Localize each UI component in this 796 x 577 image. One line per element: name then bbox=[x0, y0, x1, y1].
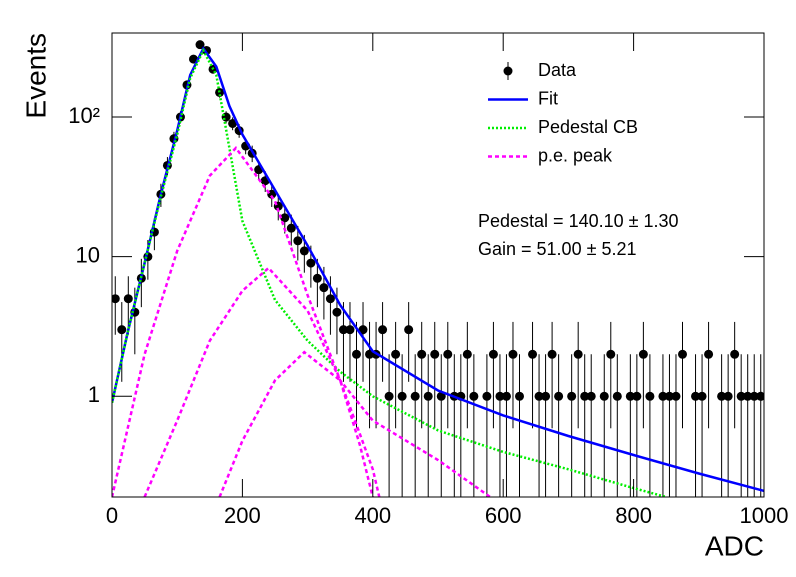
data-point bbox=[352, 349, 361, 359]
legend-marker bbox=[503, 66, 513, 76]
data-point bbox=[338, 325, 348, 335]
data-point bbox=[612, 391, 622, 401]
data-point bbox=[632, 391, 642, 401]
data-point bbox=[417, 349, 427, 359]
y-tick-label: 1 bbox=[88, 382, 100, 407]
data-point bbox=[573, 349, 583, 359]
x-tick-label: 600 bbox=[485, 503, 522, 528]
y-axis-label: Events bbox=[20, 33, 51, 119]
legend-label: Fit bbox=[538, 88, 558, 108]
data-point bbox=[430, 349, 440, 359]
x-tick-label: 400 bbox=[354, 503, 391, 528]
data-point bbox=[312, 273, 322, 283]
data-point bbox=[319, 283, 329, 293]
data-point bbox=[384, 391, 394, 401]
data-point bbox=[606, 349, 616, 359]
data-point bbox=[528, 349, 538, 359]
data-point bbox=[286, 223, 296, 233]
legend-label: Data bbox=[538, 60, 577, 80]
data-point bbox=[443, 349, 453, 359]
data-point bbox=[358, 325, 368, 335]
data-point bbox=[567, 391, 577, 401]
legend-label: Pedestal CB bbox=[538, 117, 638, 137]
data-point bbox=[221, 112, 231, 122]
data-point bbox=[547, 349, 557, 359]
data-point bbox=[228, 118, 238, 128]
legend-label: p.e. peak bbox=[538, 145, 613, 165]
x-tick-label: 800 bbox=[615, 503, 652, 528]
data-point bbox=[195, 40, 205, 50]
plot-area bbox=[112, 40, 764, 497]
data-point bbox=[469, 391, 479, 401]
data-point bbox=[345, 325, 355, 335]
data-point bbox=[730, 349, 740, 359]
data-point bbox=[586, 391, 596, 401]
data-point bbox=[671, 391, 681, 401]
x-tick-label: 1000 bbox=[740, 503, 789, 528]
x-tick-label: 0 bbox=[106, 503, 118, 528]
data-point bbox=[723, 391, 733, 401]
data-point bbox=[534, 391, 544, 401]
data-point bbox=[332, 307, 342, 317]
data-point bbox=[436, 391, 446, 401]
y-tick-label: 10² bbox=[68, 103, 100, 128]
x-axis-label: ADC bbox=[705, 530, 764, 561]
data-point bbox=[215, 87, 225, 97]
data-point bbox=[462, 349, 472, 359]
data-point bbox=[638, 349, 648, 359]
data-point bbox=[325, 294, 335, 304]
data-point bbox=[691, 391, 701, 401]
data-point bbox=[293, 236, 303, 246]
data-point bbox=[404, 325, 414, 335]
data-point bbox=[410, 391, 420, 401]
data-point bbox=[501, 391, 511, 401]
annotation: Pedestal = 140.10 ± 1.30 bbox=[478, 211, 679, 231]
x-tick-label: 200 bbox=[224, 503, 261, 528]
data-point bbox=[378, 325, 388, 335]
data-point bbox=[664, 391, 674, 401]
data-point bbox=[580, 391, 590, 401]
data-point bbox=[423, 391, 433, 401]
y-tick-label: 10 bbox=[76, 242, 100, 267]
data-point bbox=[697, 391, 707, 401]
data-point bbox=[299, 246, 309, 256]
data-point bbox=[280, 213, 290, 223]
data-point bbox=[112, 294, 120, 304]
annotation: Gain = 51.00 ± 5.21 bbox=[478, 239, 637, 259]
data-point bbox=[123, 294, 133, 304]
data-point bbox=[736, 391, 746, 401]
data-point bbox=[625, 391, 635, 401]
data-point bbox=[117, 325, 127, 335]
data-point bbox=[554, 391, 564, 401]
data-point bbox=[658, 391, 668, 401]
data-point bbox=[391, 349, 401, 359]
data-point bbox=[482, 391, 492, 401]
data-point bbox=[488, 349, 498, 359]
curve bbox=[112, 146, 491, 497]
plot-frame bbox=[111, 32, 765, 498]
data-point bbox=[495, 391, 505, 401]
data-point bbox=[397, 391, 407, 401]
data-point bbox=[541, 391, 551, 401]
data-point bbox=[645, 391, 655, 401]
data-point bbox=[599, 391, 609, 401]
data-point bbox=[717, 391, 727, 401]
data-point bbox=[508, 349, 518, 359]
data-point bbox=[704, 349, 714, 359]
curve bbox=[112, 47, 667, 497]
data-point bbox=[678, 349, 687, 359]
curve bbox=[218, 350, 375, 497]
data-point bbox=[515, 391, 524, 401]
data-point bbox=[306, 258, 316, 268]
